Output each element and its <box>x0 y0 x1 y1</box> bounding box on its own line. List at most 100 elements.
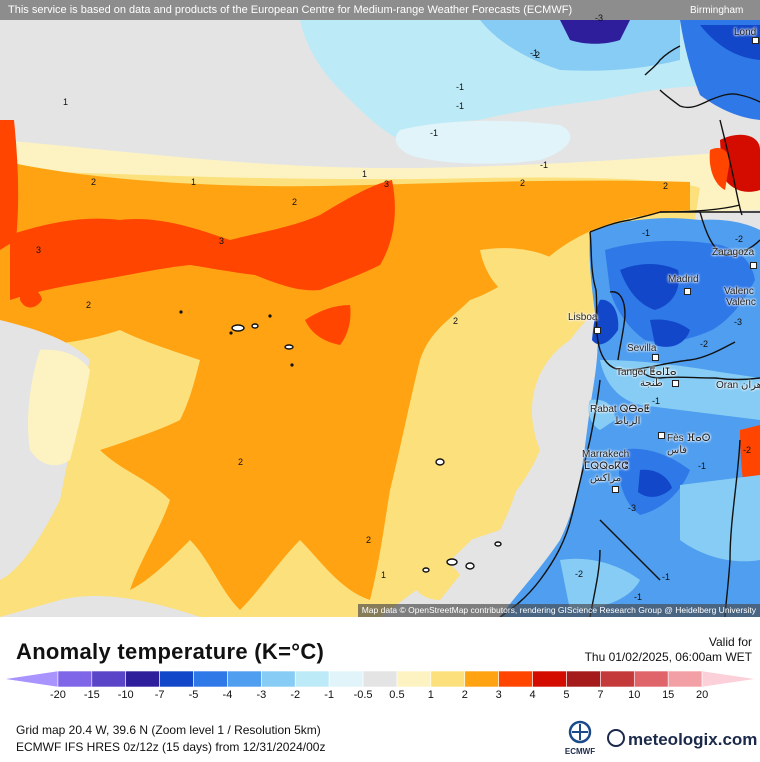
scale-tick-label: 10 <box>628 689 640 699</box>
scale-cell <box>57 670 93 688</box>
scale-cell <box>261 670 296 688</box>
city-marker <box>594 327 601 334</box>
contour-label: -1 <box>652 396 661 406</box>
scale-tick-label: 5 <box>563 689 569 699</box>
contour-label: -2 <box>735 234 744 244</box>
contour-label: 2 <box>86 300 92 310</box>
scale-tick-label: 2 <box>462 689 468 699</box>
legend-title: Anomaly temperature (K=°C) <box>16 639 325 664</box>
contour-label: 2 <box>453 316 459 326</box>
contour-label: 1 <box>362 169 368 179</box>
scale-cell <box>430 670 466 688</box>
contour-label: 1 <box>63 97 69 107</box>
city-marker <box>612 486 619 493</box>
anomaly-map[interactable]: This service is based on data and produc… <box>0 0 760 617</box>
contour-label: -3 <box>628 503 637 513</box>
contour-label: 2 <box>663 181 669 191</box>
contour-label: 1 <box>381 570 387 580</box>
scale-tick-label: -1 <box>324 689 334 699</box>
contour-label: 3 <box>219 236 225 246</box>
scale-tick-label: -0.5 <box>354 689 373 699</box>
contour-label: -1 <box>634 592 643 602</box>
scale-tick-label: 3 <box>496 689 502 699</box>
scale-cell <box>701 670 757 688</box>
scale-cell <box>91 670 127 688</box>
attribution-top: This service is based on data and produc… <box>0 0 760 20</box>
city-label: Birmingham <box>690 5 744 16</box>
scale-cell <box>328 670 364 688</box>
scale-tick-label: -5 <box>189 689 199 699</box>
scale-tick-label: -2 <box>290 689 300 699</box>
city-label: فاس <box>667 445 688 456</box>
scale-cell <box>3 670 59 688</box>
scale-cell <box>633 670 669 688</box>
scale-cell <box>159 670 194 688</box>
contour-label: -1 <box>698 461 707 471</box>
scale-cell <box>193 670 228 688</box>
contour-label: 1 <box>191 177 197 187</box>
scale-cell <box>532 670 567 688</box>
legend-footer: Anomaly temperature (K=°C) Valid for Thu… <box>0 617 760 760</box>
scale-tick-label: -7 <box>155 689 165 699</box>
city-marker <box>658 432 665 439</box>
contour-label: 2 <box>91 177 97 187</box>
contour-label: -1 <box>642 228 651 238</box>
contour-label: -2 <box>575 569 584 579</box>
scale-cell <box>667 670 703 688</box>
brand-icon <box>607 729 625 747</box>
city-marker <box>750 262 757 269</box>
contour-label: -1 <box>430 128 439 138</box>
ecmwf-logo: ECMWF <box>558 719 602 757</box>
scale-tick-label: -15 <box>84 689 100 699</box>
scale-cell <box>464 670 499 688</box>
city-marker <box>752 37 759 44</box>
contour-label: -1 <box>530 48 539 58</box>
contour-label: 2 <box>520 178 526 188</box>
contour-label: 2 <box>366 535 372 545</box>
contour-label: -3 <box>734 317 743 327</box>
scale-tick-label: 0.5 <box>389 689 404 699</box>
scale-cell <box>227 670 262 688</box>
brand-logo[interactable]: meteologix.com <box>607 729 757 750</box>
city-marker <box>652 354 659 361</box>
city-label: Sevilla <box>627 343 657 354</box>
city-label: Oran وهران <box>716 380 760 391</box>
run-info: ECMWF IFS HRES 0z/12z (15 days) from 12/… <box>16 740 326 754</box>
contour-label: 3 <box>384 179 390 189</box>
city-label: مراكش <box>590 473 622 484</box>
city-label: Valenc <box>724 286 754 297</box>
city-label: ⵎⵕⵕⴰⴽⵛ <box>584 461 629 472</box>
contour-label: -2 <box>700 339 709 349</box>
city-label: Tanger ⵟⴰⵏⵊⴰ <box>616 367 677 378</box>
contour-label: -2 <box>743 445 752 455</box>
attribution-bottom: Map data © OpenStreetMap contributors, r… <box>357 604 760 617</box>
scale-cell <box>600 670 635 688</box>
scale-cell <box>566 670 601 688</box>
contour-label: -1 <box>540 160 549 170</box>
scale-cell <box>396 670 432 688</box>
scale-tick-label: -4 <box>223 689 233 699</box>
brand-text: meteologix.com <box>628 730 758 749</box>
scale-cell <box>362 670 398 688</box>
map-canvas <box>0 0 760 617</box>
scale-tick-label: 7 <box>597 689 603 699</box>
valid-label: Valid for <box>708 635 752 649</box>
city-marker <box>672 380 679 387</box>
scale-tick-label: -3 <box>256 689 266 699</box>
city-label: Fès ⴼⴰⵙ <box>667 433 711 444</box>
contour-label: -1 <box>456 82 465 92</box>
scale-cell <box>125 670 160 688</box>
city-label: Rabat ⵕⴱⴰⵟ <box>590 404 650 415</box>
contour-label: -2 <box>532 50 541 60</box>
color-scale: -20 -15 -10 -7 -5 -4 -3 -2 -1 -0.5 0.5 1 2 3 4 5 7 10 15 20 <box>3 670 757 699</box>
city-label: Lond <box>734 27 757 38</box>
grid-info: Grid map 20.4 W, 39.6 N (Zoom level 1 / … <box>16 723 321 737</box>
contour-label: 2 <box>292 197 298 207</box>
city-label: Valènc <box>726 297 756 308</box>
scale-cell <box>294 670 330 688</box>
city-label: Marrakech <box>582 449 630 460</box>
scale-tick-label: -10 <box>118 689 134 699</box>
city-label: طنجة <box>640 378 663 389</box>
scale-tick-label: 4 <box>530 689 536 699</box>
city-marker <box>684 288 691 295</box>
